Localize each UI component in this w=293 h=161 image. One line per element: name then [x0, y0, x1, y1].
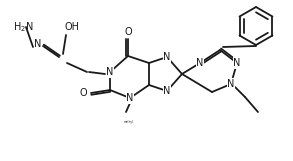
Text: N: N — [106, 67, 114, 77]
Text: H$_2$N: H$_2$N — [13, 20, 33, 34]
Text: N: N — [163, 52, 171, 62]
Text: O: O — [124, 27, 132, 37]
Text: N: N — [126, 93, 134, 103]
Text: methyl: methyl — [124, 120, 134, 124]
Text: N: N — [196, 58, 204, 68]
Text: OH: OH — [64, 22, 79, 32]
Text: N: N — [34, 39, 42, 49]
Text: N: N — [163, 86, 171, 96]
Text: N: N — [233, 58, 241, 68]
Text: N: N — [227, 79, 235, 89]
Text: O: O — [79, 88, 87, 98]
